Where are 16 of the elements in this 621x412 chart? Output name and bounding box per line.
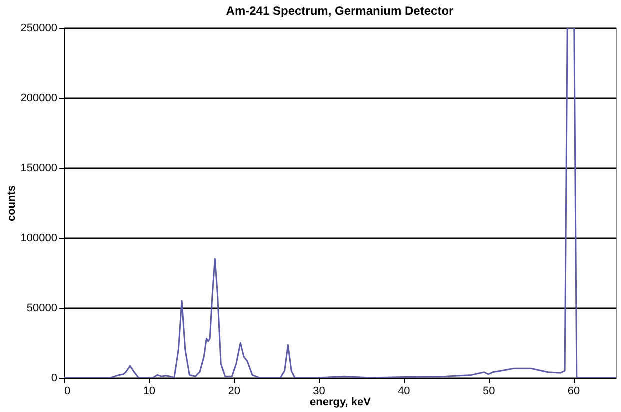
y-tick-label: 0 <box>51 372 58 384</box>
x-tick-label: 20 <box>228 386 240 398</box>
y-tick-label: 50000 <box>26 302 58 314</box>
y-axis-title: counts <box>6 185 18 222</box>
x-tick-label: 40 <box>398 386 410 398</box>
y-tick-label: 200000 <box>20 92 58 104</box>
x-tick-label: 30 <box>313 386 326 398</box>
x-tick-label: 0 <box>64 386 71 398</box>
x-axis-title: energy, keV <box>310 396 372 408</box>
x-tick-label: 60 <box>568 386 580 398</box>
y-tick-label: 150000 <box>20 162 58 174</box>
x-tick-label: 10 <box>143 386 156 398</box>
chart-title: Am-241 Spectrum, Germanium Detector <box>226 4 454 18</box>
y-tick-label: 100000 <box>20 232 58 244</box>
x-tick-label: 50 <box>482 386 496 398</box>
y-tick-label: 250000 <box>20 22 58 34</box>
